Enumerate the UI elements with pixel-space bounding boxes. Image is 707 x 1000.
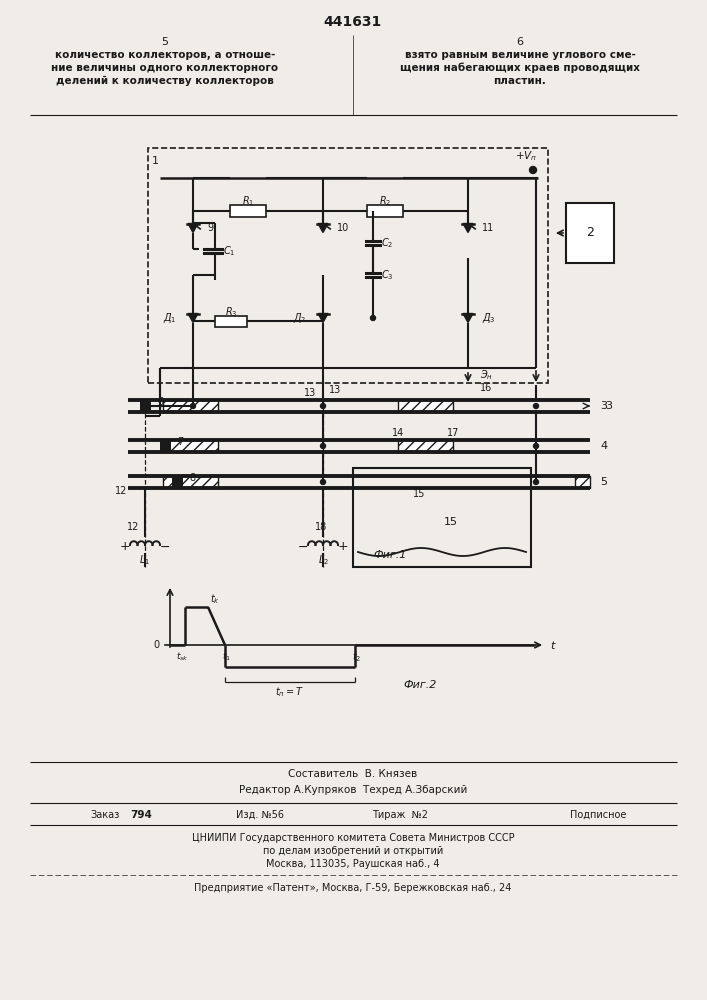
Bar xyxy=(163,400,218,412)
Bar xyxy=(160,440,171,451)
Text: Тираж  №2: Тираж №2 xyxy=(372,810,428,820)
Circle shape xyxy=(530,166,537,174)
Text: делений к количеству коллекторов: делений к количеству коллекторов xyxy=(56,76,274,86)
Text: $t_{п}=T$: $t_{п}=T$ xyxy=(276,685,305,699)
Polygon shape xyxy=(188,224,198,232)
Text: $L_1$: $L_1$ xyxy=(139,553,151,567)
Text: $R_1$: $R_1$ xyxy=(242,194,255,208)
Text: 12: 12 xyxy=(115,486,127,496)
Bar xyxy=(353,468,531,567)
Text: +: + xyxy=(119,540,130,554)
Circle shape xyxy=(320,444,325,448)
Polygon shape xyxy=(188,314,198,322)
Text: 15: 15 xyxy=(413,489,426,499)
Text: Москва, 113035, Раушская наб., 4: Москва, 113035, Раушская наб., 4 xyxy=(267,859,440,869)
Text: Изд. №56: Изд. №56 xyxy=(236,810,284,820)
Text: взято равным величине углового сме-: взято равным величине углового сме- xyxy=(404,50,636,60)
Bar xyxy=(398,400,453,412)
Text: $C_3$: $C_3$ xyxy=(381,268,394,282)
Text: 1: 1 xyxy=(152,156,159,166)
Text: 4: 4 xyxy=(600,441,607,451)
Text: количество коллекторов, а отноше-: количество коллекторов, а отноше- xyxy=(55,50,275,60)
Text: 5: 5 xyxy=(600,477,607,487)
Text: 13: 13 xyxy=(304,388,316,398)
Bar xyxy=(575,476,590,488)
Circle shape xyxy=(534,480,539,485)
Text: $t_k$: $t_k$ xyxy=(210,592,220,606)
Text: Составитель  В. Князев: Составитель В. Князев xyxy=(288,769,418,779)
Text: 2: 2 xyxy=(586,227,594,239)
Circle shape xyxy=(370,316,375,320)
Text: +: + xyxy=(338,540,349,554)
Text: −: − xyxy=(298,540,308,554)
Text: 7: 7 xyxy=(177,437,183,447)
Polygon shape xyxy=(318,224,328,232)
Bar xyxy=(140,400,151,411)
Text: $t_2$: $t_2$ xyxy=(352,650,362,664)
Text: Подписное: Подписное xyxy=(570,810,626,820)
Text: $R_3$: $R_3$ xyxy=(225,305,238,319)
Text: 11: 11 xyxy=(482,223,494,233)
Text: 15: 15 xyxy=(444,517,458,527)
Bar xyxy=(172,476,183,487)
Text: $Э_{н}$: $Э_{н}$ xyxy=(480,368,493,382)
Bar xyxy=(163,476,218,488)
Text: 5: 5 xyxy=(161,37,168,47)
Circle shape xyxy=(534,403,539,408)
Polygon shape xyxy=(463,314,473,322)
Text: ние величины одного коллекторного: ние величины одного коллекторного xyxy=(52,63,279,73)
Circle shape xyxy=(320,480,325,485)
Text: 10: 10 xyxy=(337,223,349,233)
Text: Предприятие «Патент», Москва, Г-59, Бережковская наб., 24: Предприятие «Патент», Москва, Г-59, Бере… xyxy=(194,883,512,893)
Bar xyxy=(230,205,266,217)
Text: 17: 17 xyxy=(447,428,459,438)
Circle shape xyxy=(534,444,539,448)
Text: $t$: $t$ xyxy=(549,639,556,651)
Text: 6: 6 xyxy=(157,397,163,407)
Text: $+V_{п}$: $+V_{п}$ xyxy=(515,149,537,163)
Polygon shape xyxy=(463,224,473,232)
Bar xyxy=(215,316,247,326)
Text: $R_2$: $R_2$ xyxy=(379,194,391,208)
Text: щения набегающих краев проводящих: щения набегающих краев проводящих xyxy=(400,63,640,73)
Text: 794: 794 xyxy=(130,810,152,820)
Polygon shape xyxy=(318,314,328,322)
Text: ЦНИИПИ Государственного комитета Совета Министров СССР: ЦНИИПИ Государственного комитета Совета … xyxy=(192,833,514,843)
Text: $C_1$: $C_1$ xyxy=(223,244,235,258)
Text: 3: 3 xyxy=(600,401,607,411)
Text: Редактор А.Купряков  Техред А.Збарский: Редактор А.Купряков Техред А.Збарский xyxy=(239,785,467,795)
Text: 6: 6 xyxy=(517,37,523,47)
Text: $t_1$: $t_1$ xyxy=(223,651,231,663)
Circle shape xyxy=(320,403,325,408)
Text: Заказ: Заказ xyxy=(90,810,119,820)
Text: −: − xyxy=(160,540,170,554)
Text: пластин.: пластин. xyxy=(493,76,547,86)
Text: 3: 3 xyxy=(605,401,612,411)
Circle shape xyxy=(190,403,196,408)
Text: 14: 14 xyxy=(392,428,404,438)
Text: 8: 8 xyxy=(189,473,195,483)
Bar xyxy=(148,148,548,383)
Text: 441631: 441631 xyxy=(324,15,382,29)
Text: 16: 16 xyxy=(480,383,492,393)
Text: 0: 0 xyxy=(154,640,160,650)
Text: $C_2$: $C_2$ xyxy=(381,236,393,250)
Text: $t_{sk}$: $t_{sk}$ xyxy=(175,651,188,663)
Text: по делам изобретений и открытий: по делам изобретений и открытий xyxy=(263,846,443,856)
Bar xyxy=(566,203,614,263)
Bar xyxy=(163,440,218,452)
Text: Фиг.1: Фиг.1 xyxy=(373,550,407,560)
Text: $Д_2$: $Д_2$ xyxy=(293,311,307,325)
Text: $Д_1$: $Д_1$ xyxy=(163,311,177,325)
Text: $Д_3$: $Д_3$ xyxy=(482,311,496,325)
Bar xyxy=(398,440,453,452)
Text: Фиг.2: Фиг.2 xyxy=(403,680,437,690)
Text: 18: 18 xyxy=(315,522,327,532)
Text: 9: 9 xyxy=(207,223,213,233)
Text: 13: 13 xyxy=(329,385,341,395)
Text: 12: 12 xyxy=(127,522,139,532)
Text: $L_2$: $L_2$ xyxy=(317,553,329,567)
Bar xyxy=(367,205,403,217)
